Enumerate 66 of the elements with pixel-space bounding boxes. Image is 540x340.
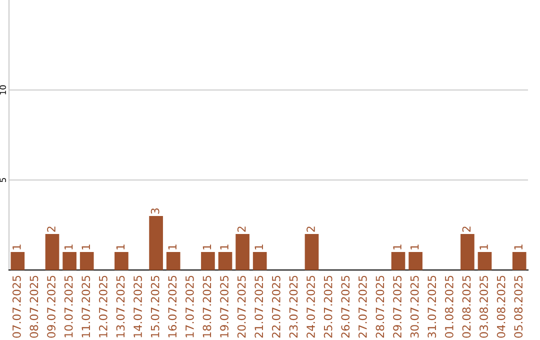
x-tick-label: 01.08.2025 [444, 276, 454, 338]
data-label: 1 [64, 244, 73, 250]
x-tick-label: 24.07.2025 [306, 276, 315, 338]
x-tick-label: 26.07.2025 [341, 276, 350, 338]
x-tick-label: 28.07.2025 [376, 276, 384, 338]
data-label: 2 [306, 226, 315, 232]
x-tick-label: 31.07.2025 [428, 276, 436, 338]
data-label: 1 [12, 244, 21, 250]
x-tick-label: 08.07.2025 [30, 276, 38, 338]
x-tick-label: 25.07.2025 [324, 276, 332, 338]
x-tick-label: 30.07.2025 [410, 276, 419, 338]
bar [252, 252, 267, 270]
data-label: 1 [168, 244, 176, 250]
x-tick-label: 11.07.2025 [82, 276, 90, 338]
data-label: 1 [220, 244, 228, 250]
data-label: 1 [82, 244, 90, 250]
x-tick-label: 12.07.2025 [98, 276, 108, 338]
data-label: 2 [237, 226, 246, 232]
data-label: 1 [116, 244, 125, 250]
bar [62, 252, 76, 270]
data-label: 1 [410, 244, 419, 250]
bar [391, 252, 406, 270]
data-label: 1 [514, 244, 522, 250]
x-tick-label: 20.07.2025 [237, 276, 246, 338]
x-tick-label: 04.08.2025 [496, 276, 506, 338]
data-label: 1 [393, 244, 402, 250]
bar [478, 252, 492, 270]
x-tick-label: 15.07.2025 [150, 276, 160, 338]
y-tick-label: 10 [0, 85, 6, 94]
x-tick-label: 10.07.2025 [64, 276, 73, 338]
x-tick-label: 18.07.2025 [202, 276, 212, 338]
x-tick-label: 13.07.2025 [116, 276, 125, 338]
bar [218, 252, 232, 270]
x-tick-label: 23.07.2025 [289, 276, 298, 338]
x-tick-label: 17.07.2025 [185, 276, 194, 338]
x-tick-label: 22.07.2025 [272, 276, 280, 338]
bar [80, 252, 94, 270]
x-tick-label: 27.07.2025 [358, 276, 367, 338]
x-tick-label: 07.07.2025 [12, 276, 21, 338]
bar [304, 234, 319, 270]
bar [236, 234, 250, 270]
x-tick-label: 16.07.2025 [168, 276, 177, 338]
y-tick-label: 5 [0, 178, 6, 182]
bar [201, 252, 215, 270]
bar [460, 234, 474, 270]
data-label: 2 [47, 226, 56, 232]
bar [45, 234, 60, 270]
bar [114, 252, 128, 270]
x-tick-label: 05.08.2025 [514, 276, 523, 338]
x-tick-label: 29.07.2025 [393, 276, 402, 338]
bar [408, 252, 422, 270]
bar [512, 252, 526, 270]
data-label: 3 [150, 208, 160, 214]
data-label: 2 [462, 226, 471, 232]
x-tick-label: 09.07.2025 [47, 276, 56, 338]
x-tick-label: 02.08.2025 [462, 276, 471, 338]
bar [149, 216, 163, 270]
x-tick-label: 19.07.2025 [220, 276, 228, 338]
data-label: 1 [202, 244, 212, 250]
data-label: 1 [254, 244, 263, 250]
x-tick-label: 14.07.2025 [134, 276, 142, 338]
data-label: 1 [480, 244, 488, 250]
x-tick-label: 03.08.2025 [480, 276, 488, 338]
x-tick-label: 21.07.2025 [254, 276, 264, 338]
bar [166, 252, 180, 270]
bar [10, 252, 25, 270]
